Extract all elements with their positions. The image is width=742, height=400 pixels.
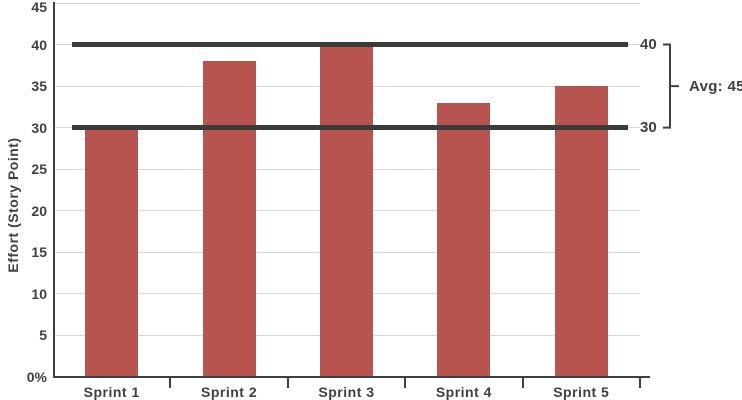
x-axis-tick (404, 377, 407, 388)
y-axis-line (53, 2, 55, 378)
gridline (53, 2, 640, 4)
y-tick-label: 35 (31, 78, 47, 95)
bar-sprint-4 (437, 102, 491, 377)
reference-line-40 (72, 42, 628, 48)
x-category-label: Sprint 4 (435, 384, 492, 400)
x-axis-tick (639, 377, 641, 388)
x-category-label: Sprint 3 (318, 384, 375, 400)
reference-line-label: 30 (640, 118, 657, 136)
x-axis-tick (169, 377, 172, 388)
y-tick-label: 5 (39, 327, 47, 344)
x-category-label: Sprint 1 (83, 384, 140, 400)
y-tick-label: 40 (31, 36, 47, 53)
y-tick-label: 10 (31, 285, 47, 302)
y-tick-label: 25 (31, 161, 47, 178)
bar-sprint-5 (554, 86, 608, 377)
x-category-label: Sprint 5 (553, 384, 610, 400)
reference-line-30 (72, 125, 628, 131)
reference-line-label: 40 (640, 35, 657, 53)
x-category-label: Sprint 2 (201, 384, 258, 400)
x-axis-tick (286, 377, 289, 388)
bar-sprint-3 (320, 44, 373, 377)
y-tick-label: 0% (26, 369, 47, 385)
x-axis-line (53, 376, 650, 378)
bar-sprint-2 (202, 61, 256, 377)
y-tick-label: 45 (31, 0, 47, 15)
average-annotation-label: Avg: 45 (689, 78, 742, 95)
y-tick-label: 20 (31, 202, 47, 219)
average-bracket (663, 43, 679, 129)
bar-sprint-1 (85, 127, 139, 377)
x-axis-tick (521, 377, 524, 388)
y-tick-label: 15 (31, 244, 47, 261)
y-tick-label: 30 (31, 119, 47, 136)
